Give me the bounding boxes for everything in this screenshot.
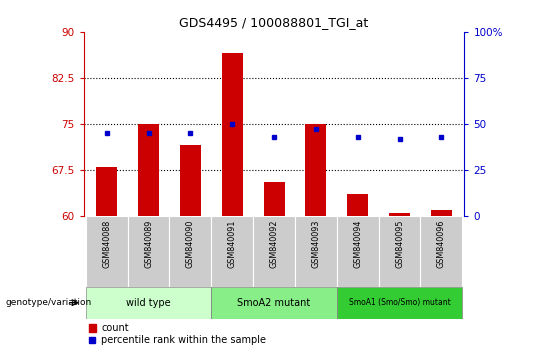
Text: wild type: wild type	[126, 298, 171, 308]
Bar	[96, 167, 117, 216]
Legend: count, percentile rank within the sample: count, percentile rank within the sample	[89, 324, 266, 346]
Bar	[379, 216, 421, 287]
Bar	[347, 194, 368, 216]
Bar	[421, 216, 462, 287]
Text: genotype/variation: genotype/variation	[5, 298, 92, 307]
Bar	[306, 124, 326, 216]
Bar	[180, 145, 201, 216]
Bar	[295, 216, 337, 287]
Bar	[211, 216, 253, 287]
Text: GSM840089: GSM840089	[144, 219, 153, 268]
Bar	[431, 210, 452, 216]
Bar	[389, 213, 410, 216]
Title: GDS4495 / 100088801_TGI_at: GDS4495 / 100088801_TGI_at	[179, 16, 369, 29]
Bar	[211, 287, 337, 319]
Text: GSM840090: GSM840090	[186, 219, 195, 268]
Bar	[86, 287, 211, 319]
Bar	[253, 216, 295, 287]
Bar	[170, 216, 211, 287]
Bar	[337, 287, 462, 319]
Bar	[86, 216, 127, 287]
Text: GSM840091: GSM840091	[228, 219, 237, 268]
Text: GSM840088: GSM840088	[102, 219, 111, 268]
Bar	[264, 182, 285, 216]
Text: GSM840096: GSM840096	[437, 219, 446, 268]
Text: GSM840093: GSM840093	[312, 219, 320, 268]
Text: GSM840095: GSM840095	[395, 219, 404, 268]
Text: GSM840094: GSM840094	[353, 219, 362, 268]
Text: GSM840092: GSM840092	[269, 219, 279, 268]
Text: SmoA1 (Smo/Smo) mutant: SmoA1 (Smo/Smo) mutant	[349, 298, 450, 307]
Text: SmoA2 mutant: SmoA2 mutant	[238, 298, 310, 308]
Bar	[337, 216, 379, 287]
Bar	[138, 124, 159, 216]
Bar	[222, 53, 242, 216]
Bar	[127, 216, 170, 287]
